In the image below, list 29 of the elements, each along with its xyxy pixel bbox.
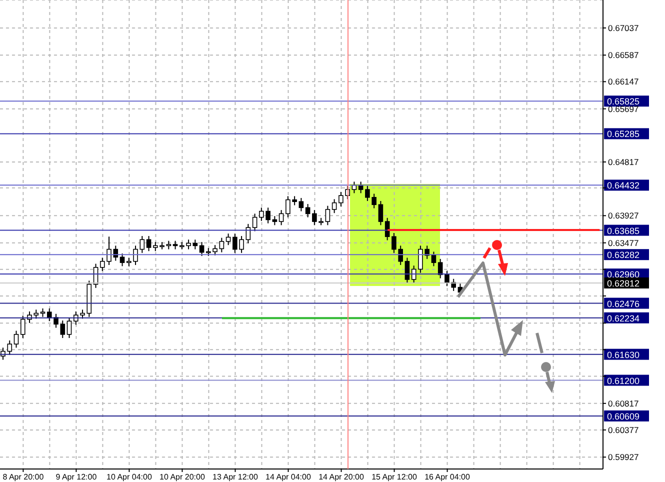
y-tick-label: 0.63477 [608,238,639,248]
y-tick-label: 0.66147 [608,76,639,87]
ref-line-label: 0.60609 [607,411,640,422]
ref-line-label: 0.62812 [607,278,640,288]
y-tick-label: 0.59927 [608,452,639,462]
y-tick-label: 0.63927 [608,210,639,221]
ref-line-label: 0.63685 [607,226,640,236]
x-tick-label: 8 Apr 20:00 [2,472,44,482]
ref-line-label: 0.64432 [607,180,640,191]
ref-line-label: 0.63282 [607,250,640,260]
ref-line-label: 0.65285 [607,129,640,140]
x-tick-label: 14 Apr 04:00 [266,472,312,482]
y-tick-label: 0.64817 [608,156,639,167]
ref-line-label: 0.61200 [607,376,640,386]
x-tick-label: 9 Apr 12:00 [56,472,98,482]
ref-line-label: 0.61630 [607,350,640,360]
ref-line-label: 0.62234 [607,313,640,324]
x-tick-label: 14 Apr 20:00 [318,472,364,482]
y-tick-label: 0.60817 [608,398,639,408]
y-tick-label: 0.60377 [608,424,639,435]
x-tick-label: 13 Apr 12:00 [212,472,258,482]
x-tick-label: 10 Apr 04:00 [106,472,152,482]
x-tick-label: 15 Apr 12:00 [372,472,418,482]
y-tick-label: 0.66587 [608,50,639,60]
ref-line-label: 0.62476 [607,298,640,309]
ref-line-label: 0.62960 [607,270,640,280]
y-tick-label: 0.67037 [608,22,639,33]
x-tick-label: 10 Apr 20:00 [160,472,206,482]
x-tick-label: 16 Apr 04:00 [424,472,471,482]
